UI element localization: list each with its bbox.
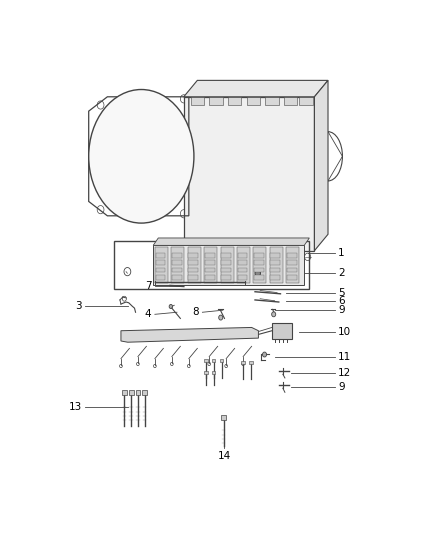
Circle shape [169,304,173,309]
Text: 9: 9 [338,382,345,392]
Bar [254,268,264,272]
Bar [205,275,215,280]
Text: 4: 4 [145,309,152,319]
Bar [287,260,297,265]
Bar [188,247,201,282]
Bar [220,359,223,362]
Bar [188,260,198,265]
Bar [270,260,280,265]
Bar [270,247,283,282]
Bar [221,275,231,280]
Bar [287,268,297,272]
Bar [204,359,208,362]
Bar [241,361,245,365]
Bar [287,275,297,280]
Bar [204,371,208,374]
Bar [237,247,250,282]
Bar [155,247,168,282]
Bar [221,260,231,265]
Text: 1: 1 [338,248,345,258]
Text: 6: 6 [338,296,345,306]
Bar [191,97,204,105]
Bar [155,253,166,257]
Bar [254,260,264,265]
Bar [209,97,223,105]
Text: 11: 11 [338,352,351,361]
Bar [237,268,247,272]
Text: 9: 9 [338,305,345,315]
Bar [287,253,297,257]
Bar [237,275,247,280]
Bar [254,275,264,280]
Bar [247,97,260,105]
Bar [220,247,233,282]
Bar [270,268,280,272]
Text: 13: 13 [69,402,82,413]
Circle shape [262,352,267,357]
Text: 14: 14 [218,451,231,461]
Bar [129,390,134,395]
Text: 5: 5 [338,288,345,298]
Bar [155,268,166,272]
Polygon shape [314,80,328,251]
Polygon shape [153,238,309,245]
Bar [184,97,314,251]
Bar [188,275,198,280]
Bar [286,247,299,282]
Bar [184,97,314,251]
Text: 12: 12 [338,368,351,377]
Bar [237,260,247,265]
Bar [172,253,182,257]
Bar [272,322,292,339]
Bar [228,97,241,105]
Bar [299,97,313,105]
Bar [265,97,279,105]
Bar [204,247,217,282]
Bar [254,253,264,257]
Bar [270,275,280,280]
Text: 2: 2 [338,268,345,278]
Bar [155,275,166,280]
Polygon shape [184,80,328,97]
Bar [221,268,231,272]
Text: 3: 3 [75,301,82,311]
Bar [172,268,182,272]
Bar [188,253,198,257]
Ellipse shape [88,90,194,223]
Bar [142,390,147,395]
Bar [114,241,309,289]
Bar [188,268,198,272]
Bar [237,253,247,257]
Bar [221,253,231,257]
Text: 8: 8 [192,307,199,317]
Bar [212,359,215,362]
Bar [155,260,166,265]
Bar [212,371,215,374]
Bar [172,260,182,265]
Bar [122,390,127,395]
Bar [205,260,215,265]
Bar [222,415,226,420]
Bar [284,97,297,105]
Bar [153,245,304,285]
Circle shape [255,270,261,277]
Bar [171,247,184,282]
Circle shape [272,312,276,317]
Circle shape [219,315,223,320]
Bar [253,247,266,282]
Text: 7: 7 [145,280,152,290]
Bar [249,361,253,365]
Bar [135,390,140,395]
Bar [270,253,280,257]
Text: 10: 10 [338,327,351,336]
Bar [172,275,182,280]
Bar [205,268,215,272]
Polygon shape [121,327,258,342]
Bar [205,253,215,257]
